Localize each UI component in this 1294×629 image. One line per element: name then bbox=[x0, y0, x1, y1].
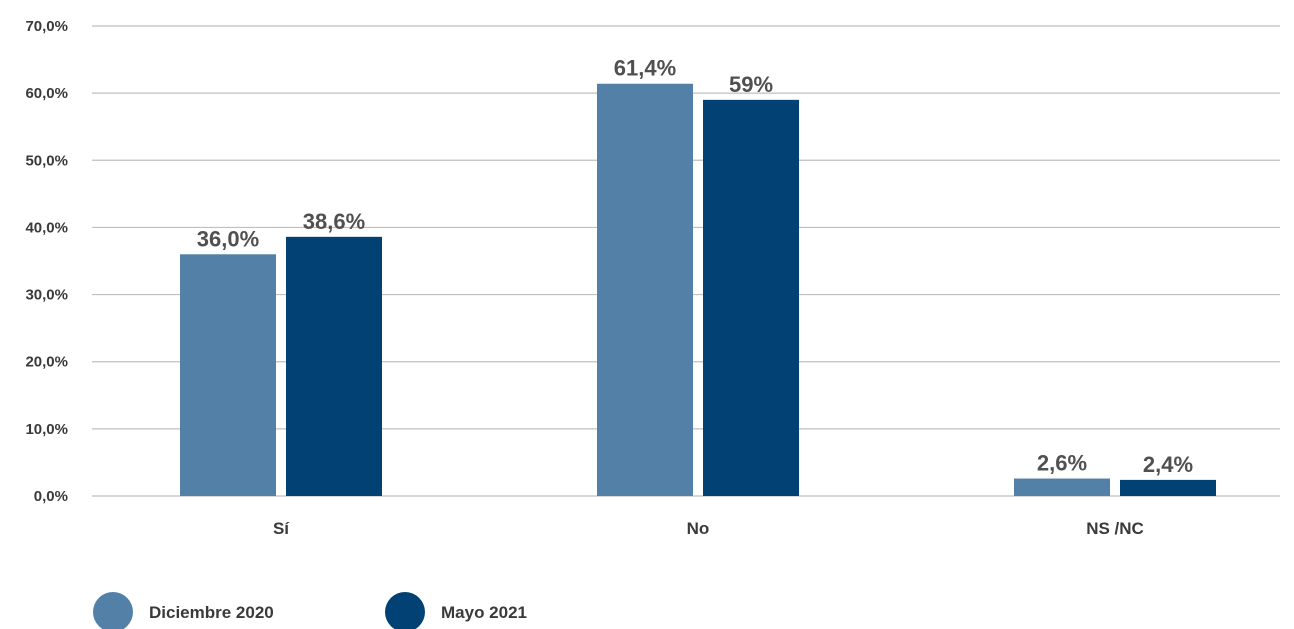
x-axis-category-labels: Sí No NS /NC bbox=[273, 519, 1144, 538]
bar-diciembre-2020 bbox=[180, 254, 276, 496]
bar-value-label: 61,4% bbox=[614, 56, 676, 81]
y-tick-label: 50,0% bbox=[25, 152, 68, 169]
y-tick-label: 40,0% bbox=[25, 219, 68, 236]
bar-value-label: 59% bbox=[729, 72, 773, 97]
x-category-label: Sí bbox=[273, 519, 290, 538]
bar-mayo-2021 bbox=[286, 236, 382, 497]
bar-value-label: 2,4% bbox=[1143, 452, 1193, 477]
y-tick-label: 30,0% bbox=[25, 287, 68, 304]
x-category-label: NS /NC bbox=[1086, 519, 1144, 538]
bar-value-label: 2,6% bbox=[1037, 451, 1087, 476]
legend-label: Mayo 2021 bbox=[441, 603, 527, 622]
legend-item-mayo-2021: Mayo 2021 bbox=[385, 592, 527, 629]
legend-item-diciembre-2020: Diciembre 2020 bbox=[93, 592, 274, 629]
y-tick-label: 60,0% bbox=[25, 85, 68, 102]
y-axis-tick-labels: 0,0% 10,0% 20,0% 30,0% 40,0% 50,0% 60,0% 70,0% bbox=[25, 18, 68, 505]
bar-mayo-2021 bbox=[1120, 479, 1216, 496]
y-tick-label: 70,0% bbox=[25, 18, 68, 35]
legend-label: Diciembre 2020 bbox=[149, 603, 274, 622]
bar-mayo-2021 bbox=[703, 99, 799, 496]
legend-swatch bbox=[93, 592, 133, 629]
bar-value-label: 38,6% bbox=[303, 209, 365, 234]
bars bbox=[180, 83, 1216, 497]
data-labels: 36,0% 61,4% 2,6% 38,6% 59% 2,4% bbox=[197, 56, 1193, 477]
x-category-label: No bbox=[687, 519, 710, 538]
bar-diciembre-2020 bbox=[597, 83, 693, 496]
bar-diciembre-2020 bbox=[1014, 478, 1110, 496]
bar-value-label: 36,0% bbox=[197, 226, 259, 251]
legend: Diciembre 2020 Mayo 2021 bbox=[93, 592, 527, 629]
y-tick-label: 20,0% bbox=[25, 354, 68, 371]
legend-swatch bbox=[385, 592, 425, 629]
y-tick-label: 0,0% bbox=[34, 488, 68, 505]
y-tick-label: 10,0% bbox=[25, 421, 68, 438]
